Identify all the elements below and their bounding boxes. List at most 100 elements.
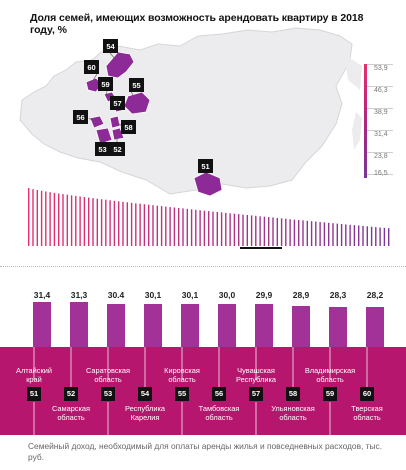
section-divider (0, 266, 406, 267)
region-badge: 51 (27, 387, 41, 401)
distribution-bar (370, 226, 373, 246)
bar-value-label: 31,4 (33, 290, 51, 300)
region-connector-lines (33, 347, 368, 435)
distribution-bar (246, 215, 248, 246)
distribution-bar (165, 206, 167, 246)
map-badge-label: 60 (87, 63, 95, 72)
region-badge: 57 (249, 387, 263, 401)
distribution-bar (250, 215, 253, 246)
region-name-label: Кировская область (164, 366, 200, 384)
distribution-bar (349, 224, 351, 246)
bar-value-label: 29,9 (255, 290, 273, 300)
map-badge-label: 57 (113, 99, 121, 108)
bar-column: 30,0 (209, 290, 245, 350)
distribution-bar (366, 226, 368, 246)
distribution-bar (220, 212, 223, 246)
distribution-bar (268, 217, 270, 246)
leader-line-51 (204, 172, 207, 179)
leader-line-56 (88, 117, 95, 123)
distribution-bar (100, 199, 103, 246)
region-karelia (105, 51, 135, 79)
distribution-bar (306, 220, 308, 246)
bar-value-label: 28,3 (329, 290, 347, 300)
bar (255, 304, 273, 350)
leader-line-60 (91, 73, 98, 83)
distribution-bar (208, 211, 210, 246)
distribution-bar (70, 195, 73, 246)
distribution-bar (152, 205, 154, 246)
sakhalin-island (352, 112, 362, 150)
map-badge-label: 59 (101, 80, 109, 89)
distribution-bar (173, 207, 176, 246)
distribution-bar (383, 227, 386, 246)
distribution-bar (353, 225, 356, 246)
distribution-bar (362, 225, 364, 246)
bar-value-label: 30,1 (181, 290, 199, 300)
distribution-bar (259, 216, 261, 246)
russia-map: 54 60 59 55 57 56 58 53 52 51 (19, 27, 390, 249)
bar-column: 30,1 (172, 290, 208, 350)
map-badge-label: 51 (201, 162, 209, 171)
distribution-bar (340, 224, 343, 246)
region-name-label: Саратовская область (85, 366, 131, 384)
region-badge: 59 (323, 387, 337, 401)
region-name-label: Чувашская Республика (235, 366, 277, 384)
bar (70, 302, 88, 350)
region-name-label: Самарская область (51, 404, 91, 422)
distribution-bar (238, 214, 240, 246)
distribution-bar (58, 193, 60, 246)
bar-value-label: 30.4 (107, 290, 125, 300)
distribution-bar (345, 224, 347, 246)
bar (366, 306, 384, 350)
distribution-bar (182, 208, 184, 246)
distribution-bar (195, 209, 197, 246)
distribution-bar (130, 202, 133, 246)
region-name-label: Алтайский край (16, 366, 52, 384)
bar-value-label: 30,1 (144, 290, 162, 300)
map-badge-label: 52 (113, 145, 121, 154)
leader-line-53 (101, 137, 104, 143)
distribution-bar (186, 208, 188, 246)
distribution-bar (280, 218, 283, 246)
region-badge: 55 (175, 387, 189, 401)
bar (292, 305, 310, 350)
bar (329, 306, 347, 350)
region-badge: 58 (286, 387, 300, 401)
bar-column: 31,4 (24, 290, 60, 350)
distribution-bar (289, 219, 291, 246)
distribution-bar (40, 190, 43, 246)
distribution-bar (156, 205, 158, 246)
scale-tick (367, 130, 393, 131)
distribution-bar (32, 189, 34, 246)
distribution-bar (229, 213, 231, 246)
distribution-bar (212, 211, 214, 246)
map-badge-56 (73, 110, 88, 124)
distribution-bar (328, 222, 330, 246)
scale-label: 38,9 (374, 109, 388, 116)
scale-label: 46,3 (374, 87, 388, 94)
distribution-bar (105, 199, 107, 246)
map-badge-54 (103, 39, 118, 53)
region-badge: 53 (101, 387, 115, 401)
distribution-bar (113, 200, 116, 246)
bar (144, 303, 162, 350)
distribution-bar (310, 221, 313, 246)
distribution-bar (203, 210, 206, 246)
distribution-bar (143, 204, 146, 246)
distribution-bar (263, 216, 266, 246)
distribution-bar (169, 207, 171, 246)
bar (33, 302, 51, 350)
bar-column: 28,3 (320, 290, 356, 350)
distribution-bar (242, 214, 244, 246)
distribution-bar (272, 217, 274, 246)
distribution-bar (319, 222, 321, 246)
distribution-bar (122, 201, 124, 246)
scale-tick (367, 64, 393, 65)
footnote: Семейный доход, необходимый для оплаты а… (28, 441, 383, 462)
scale-tick (367, 152, 393, 153)
distribution-bar (79, 196, 81, 246)
region-name-label: Владимирская область (304, 366, 356, 384)
bar-column: 30.4 (98, 290, 134, 350)
distribution-bar (160, 206, 163, 246)
distribution-bar (199, 210, 201, 246)
